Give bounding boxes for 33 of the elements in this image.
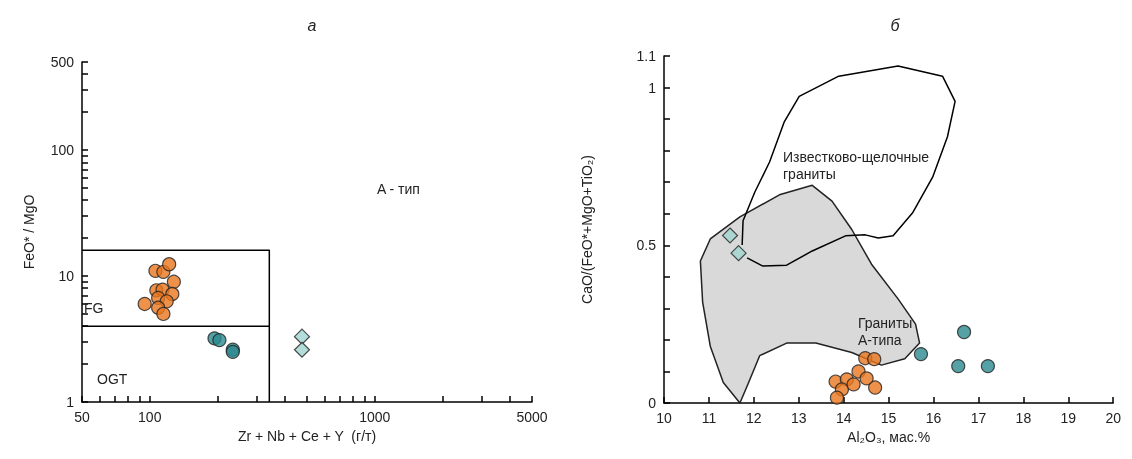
x-tick-label: 100 (138, 409, 162, 425)
y-tick-label: 0 (648, 395, 657, 411)
x-tick-label: 12 (746, 410, 762, 426)
x-tick-label: 20 (1105, 410, 1122, 426)
annotation: FG (84, 299, 104, 316)
x-tick-label: 17 (970, 410, 987, 426)
y-tick-label: 1.1 (636, 48, 657, 64)
x-tick-label: 19 (1060, 410, 1077, 426)
x-tick-label: 11 (701, 410, 717, 426)
chart-title: а (307, 16, 317, 34)
x-tick-label: 5000 (516, 409, 548, 425)
y-tick-label: 1 (66, 394, 75, 410)
x-tick-label: 18 (1015, 410, 1032, 426)
annotation: OGT (97, 370, 128, 387)
chart-title: б (890, 16, 901, 34)
annotation: A - тип (377, 180, 420, 197)
x-tick-label: 1000 (359, 409, 391, 425)
annotation: Известково-щелочные граниты (783, 148, 930, 182)
x-tick-label: 15 (880, 410, 897, 426)
y-axis-title: FeO* / MgO (21, 194, 37, 270)
x-axis-title: Zr + Nb + Ce + Y (г/т) (237, 427, 377, 444)
y-tick-label: 100 (50, 142, 75, 159)
annotation: Граниты А-типа (858, 314, 913, 348)
y-tick-label: 1 (648, 79, 657, 96)
x-tick-label: 50 (74, 409, 90, 425)
y-tick-label: 0.5 (636, 237, 657, 254)
x-tick-label: 13 (790, 410, 807, 426)
x-tick-label: 16 (925, 410, 942, 426)
y-axis-title: CaO/(FeO*+MgO+TiO₂) (579, 155, 595, 304)
x-axis-title: Al₂O₃, мас.% (847, 428, 931, 445)
y-tick-label: 500 (50, 54, 75, 70)
y-tick-label: 10 (58, 268, 75, 285)
x-tick-label: 14 (835, 410, 852, 426)
